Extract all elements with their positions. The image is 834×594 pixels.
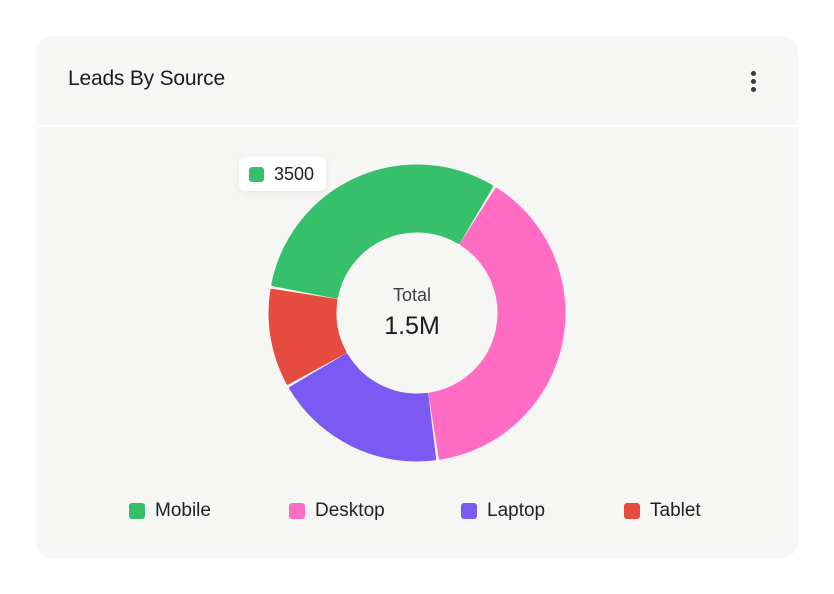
leads-by-source-card: Leads By Source Total 1.5M 3500 Mobile D…: [36, 36, 798, 558]
legend-swatch: [129, 503, 145, 519]
more-dot: [750, 70, 756, 76]
donut-slice-tablet[interactable]: [268, 288, 347, 385]
tooltip-value: 3500: [274, 163, 315, 184]
center-label: Total: [392, 285, 432, 305]
legend-swatch: [624, 503, 640, 519]
legend-label: Tablet: [650, 500, 701, 521]
chart-legend: Mobile Desktop Laptop Tablet: [36, 496, 798, 526]
chart-tooltip: 3500: [239, 157, 327, 191]
legend-item-tablet[interactable]: Tablet: [624, 496, 701, 526]
legend-item-laptop[interactable]: Laptop: [461, 496, 545, 526]
center-value: 1.5M: [384, 312, 440, 340]
legend-swatch: [461, 503, 477, 519]
donut-chart: [268, 164, 566, 462]
legend-label: Desktop: [315, 500, 385, 521]
card-title: Leads By Source: [68, 67, 225, 90]
legend-item-mobile[interactable]: Mobile: [129, 496, 211, 526]
more-vertical-icon[interactable]: [741, 66, 765, 96]
donut-slice-laptop[interactable]: [289, 353, 437, 462]
more-dot: [750, 78, 756, 84]
more-dot: [750, 86, 756, 92]
legend-label: Laptop: [487, 500, 546, 521]
tooltip-swatch: [249, 166, 264, 182]
card-header: Leads By Source: [36, 36, 798, 127]
donut-slice-mobile[interactable]: [271, 164, 494, 299]
legend-item-desktop[interactable]: Desktop: [289, 496, 385, 526]
donut-slice-desktop[interactable]: [428, 187, 566, 460]
legend-swatch: [289, 503, 305, 519]
legend-label: Mobile: [155, 500, 211, 521]
